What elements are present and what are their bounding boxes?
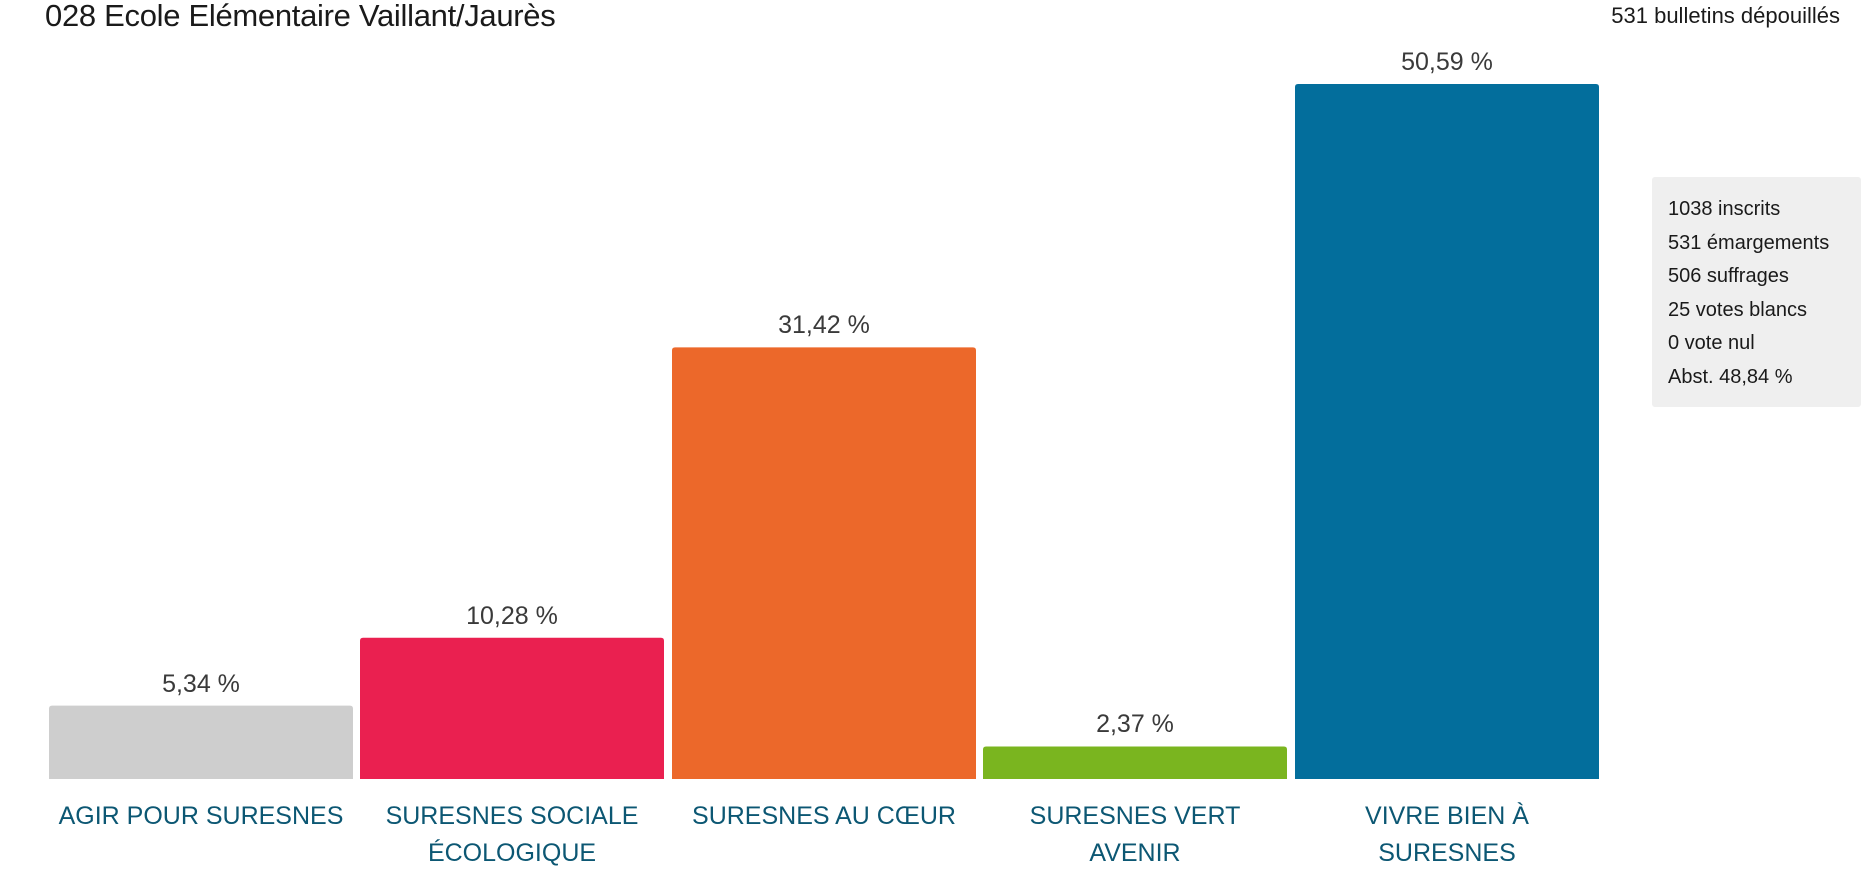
bar-3 (672, 347, 976, 779)
category-label: VIVRE BIEN À SURESNES (1365, 802, 1529, 867)
page-title: 028 Ecole Elémentaire Vaillant/Jaurès (45, 0, 556, 33)
value-label: 10,28 % (466, 601, 558, 630)
category-label: SURESNES VERT AVENIR (1029, 802, 1241, 867)
bar-1 (49, 705, 353, 779)
category-label: AGIR POUR SURESNES (58, 802, 344, 830)
bar-5 (1295, 84, 1599, 779)
ballots-counted: 531 bulletins dépouillés (1611, 3, 1840, 28)
bar-2 (360, 637, 664, 779)
value-label: 2,37 % (1096, 710, 1174, 739)
stat-valid-votes: 506 suffrages (1668, 265, 1789, 288)
bar-4 (983, 746, 1287, 779)
category-label: SURESNES AU CŒUR (692, 802, 956, 830)
stat-signatures: 531 émargements (1668, 231, 1830, 254)
stat-abstention: Abst. 48,84 % (1668, 365, 1793, 388)
stat-blank-votes: 25 votes blancs (1668, 298, 1807, 321)
category-label: SURESNES SOCIALE ÉCOLOGIQUE (385, 802, 639, 867)
value-label: 5,34 % (162, 669, 240, 698)
stat-null-votes: 0 vote nul (1668, 332, 1755, 355)
stat-registered: 1038 inscrits (1668, 198, 1781, 220)
value-label: 50,59 % (1401, 48, 1493, 76)
value-label: 31,42 % (778, 311, 870, 340)
stats-panel: 1038 inscrits 531 émargements 506 suffra… (1652, 177, 1861, 407)
